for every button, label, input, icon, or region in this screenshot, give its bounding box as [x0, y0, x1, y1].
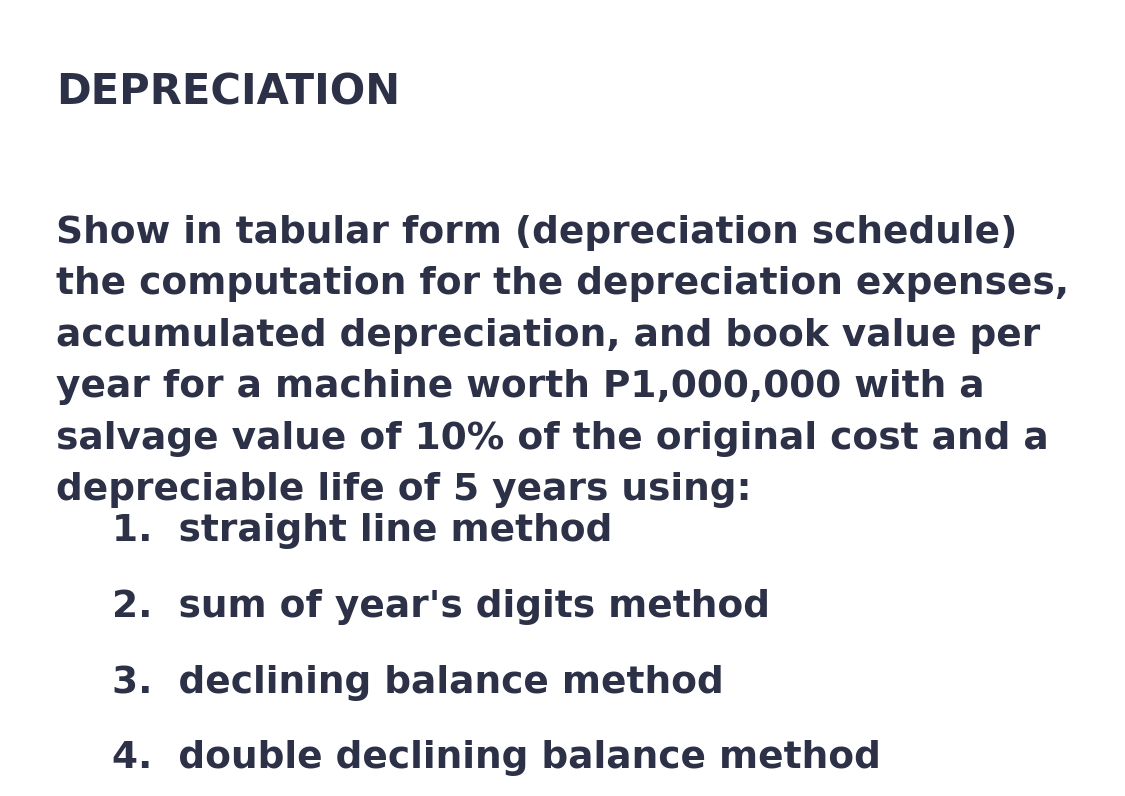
Text: 3.  declining balance method: 3. declining balance method — [112, 665, 724, 700]
Text: 2.  sum of year's digits method: 2. sum of year's digits method — [112, 589, 771, 625]
Text: 1.  straight line method: 1. straight line method — [112, 513, 613, 549]
Text: 4.  double declining balance method: 4. double declining balance method — [112, 740, 881, 776]
Text: Show in tabular form (depreciation schedule)
the computation for the depreciatio: Show in tabular form (depreciation sched… — [56, 215, 1070, 508]
Text: DEPRECIATION: DEPRECIATION — [56, 72, 400, 114]
